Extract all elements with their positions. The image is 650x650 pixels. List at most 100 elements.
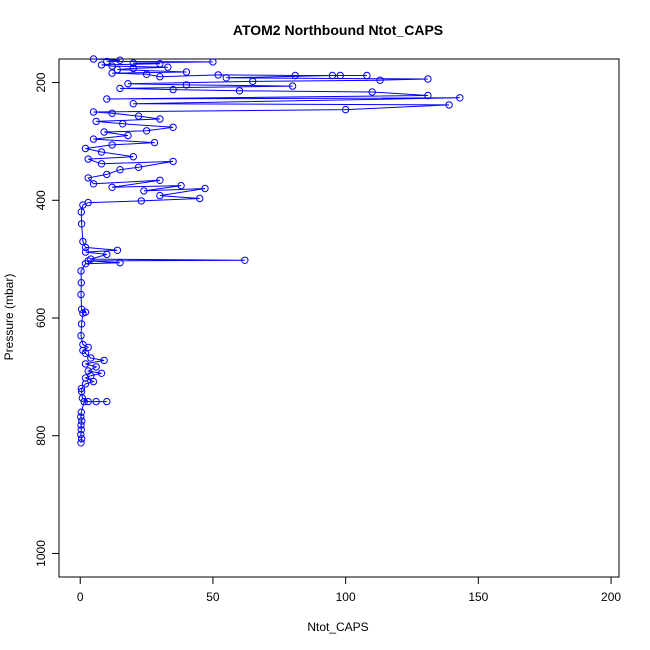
data-point [108,109,116,117]
data-point [156,115,164,123]
x-tick-label: 0 [77,590,84,604]
y-axis-title: Pressure (mbar) [2,274,16,361]
data-point [129,153,138,161]
data-point [77,439,85,447]
data-point [222,74,230,82]
data-point [89,108,98,116]
data-point [77,208,86,216]
data-point [137,197,146,205]
data-point [80,397,88,406]
x-tick-label: 100 [336,590,356,604]
data-point [97,148,106,156]
y-tick-label: 1000 [34,540,48,567]
data-point [89,135,98,143]
data-point [214,71,222,79]
data-point [169,85,177,94]
data-point [156,60,164,68]
data-point [129,64,138,73]
data-point [424,91,432,100]
data-point [129,100,138,108]
data-point [77,413,85,421]
data-point [196,194,204,203]
x-axis-title: Ntot_CAPS [307,620,368,634]
data-point [108,141,116,149]
data-point [84,198,92,207]
data-point [103,250,111,259]
chart-title: ATOM2 Northbound Ntot_CAPS [233,22,443,38]
data-point [169,157,177,166]
data-point [156,191,164,200]
data-point [156,176,164,185]
data-point [142,127,151,135]
data-point [77,387,86,396]
data-point [368,88,376,96]
data-point [97,61,106,69]
data-point [77,408,86,416]
data-point [336,71,344,80]
data-point [108,62,116,70]
data-point [116,84,124,93]
data-point [92,363,100,371]
data-point [84,397,92,406]
data-point [108,69,116,77]
data-point [77,279,86,287]
data-point [89,377,98,386]
data-point [84,155,92,163]
data-point [100,356,108,365]
data-point [134,112,143,120]
data-point [156,73,164,81]
data-point [113,246,122,255]
data-point [92,117,100,126]
data-point [84,367,92,375]
data-point [81,360,90,368]
data-point [134,163,143,172]
data-point [77,332,85,340]
data-point [249,77,257,86]
data-point [77,426,86,434]
x-tick-label: 200 [601,590,621,604]
y-axis: 200 400 600 800 1000 [34,72,59,567]
data-point [241,256,249,264]
x-tick-label: 50 [206,590,220,604]
series-line [80,58,460,443]
y-tick-label: 600 [34,308,48,328]
data-point [129,59,138,67]
data-point [87,255,95,263]
data-point [79,340,87,349]
data-point [169,123,177,132]
y-tick-label: 400 [34,190,48,210]
data-point [328,71,337,80]
data-point [119,120,127,128]
data-point [77,435,86,443]
data-point [77,305,86,313]
data-point [209,58,217,66]
data-point [182,68,191,76]
data-point [77,421,85,429]
plot-frame [58,58,620,578]
x-tick-label: 150 [468,590,488,604]
data-point [87,354,95,362]
data-point [116,56,124,64]
data-point [124,80,132,88]
data-point [116,259,124,267]
data-point [182,81,191,89]
data-point [177,181,185,190]
data-point [77,290,85,299]
data-point [288,82,297,90]
data-point [164,63,172,71]
data-point [89,55,98,63]
data-point [89,180,98,188]
data-point [77,267,85,275]
data-point [103,57,111,66]
data-point [142,70,151,79]
data-point [113,65,122,74]
data-point [291,71,299,80]
data-point [92,397,100,406]
data-point [77,384,86,393]
data-point [363,71,371,80]
data-point [456,94,464,102]
data-point [150,138,159,147]
data-point [100,128,108,136]
y-tick-label: 200 [34,72,48,92]
